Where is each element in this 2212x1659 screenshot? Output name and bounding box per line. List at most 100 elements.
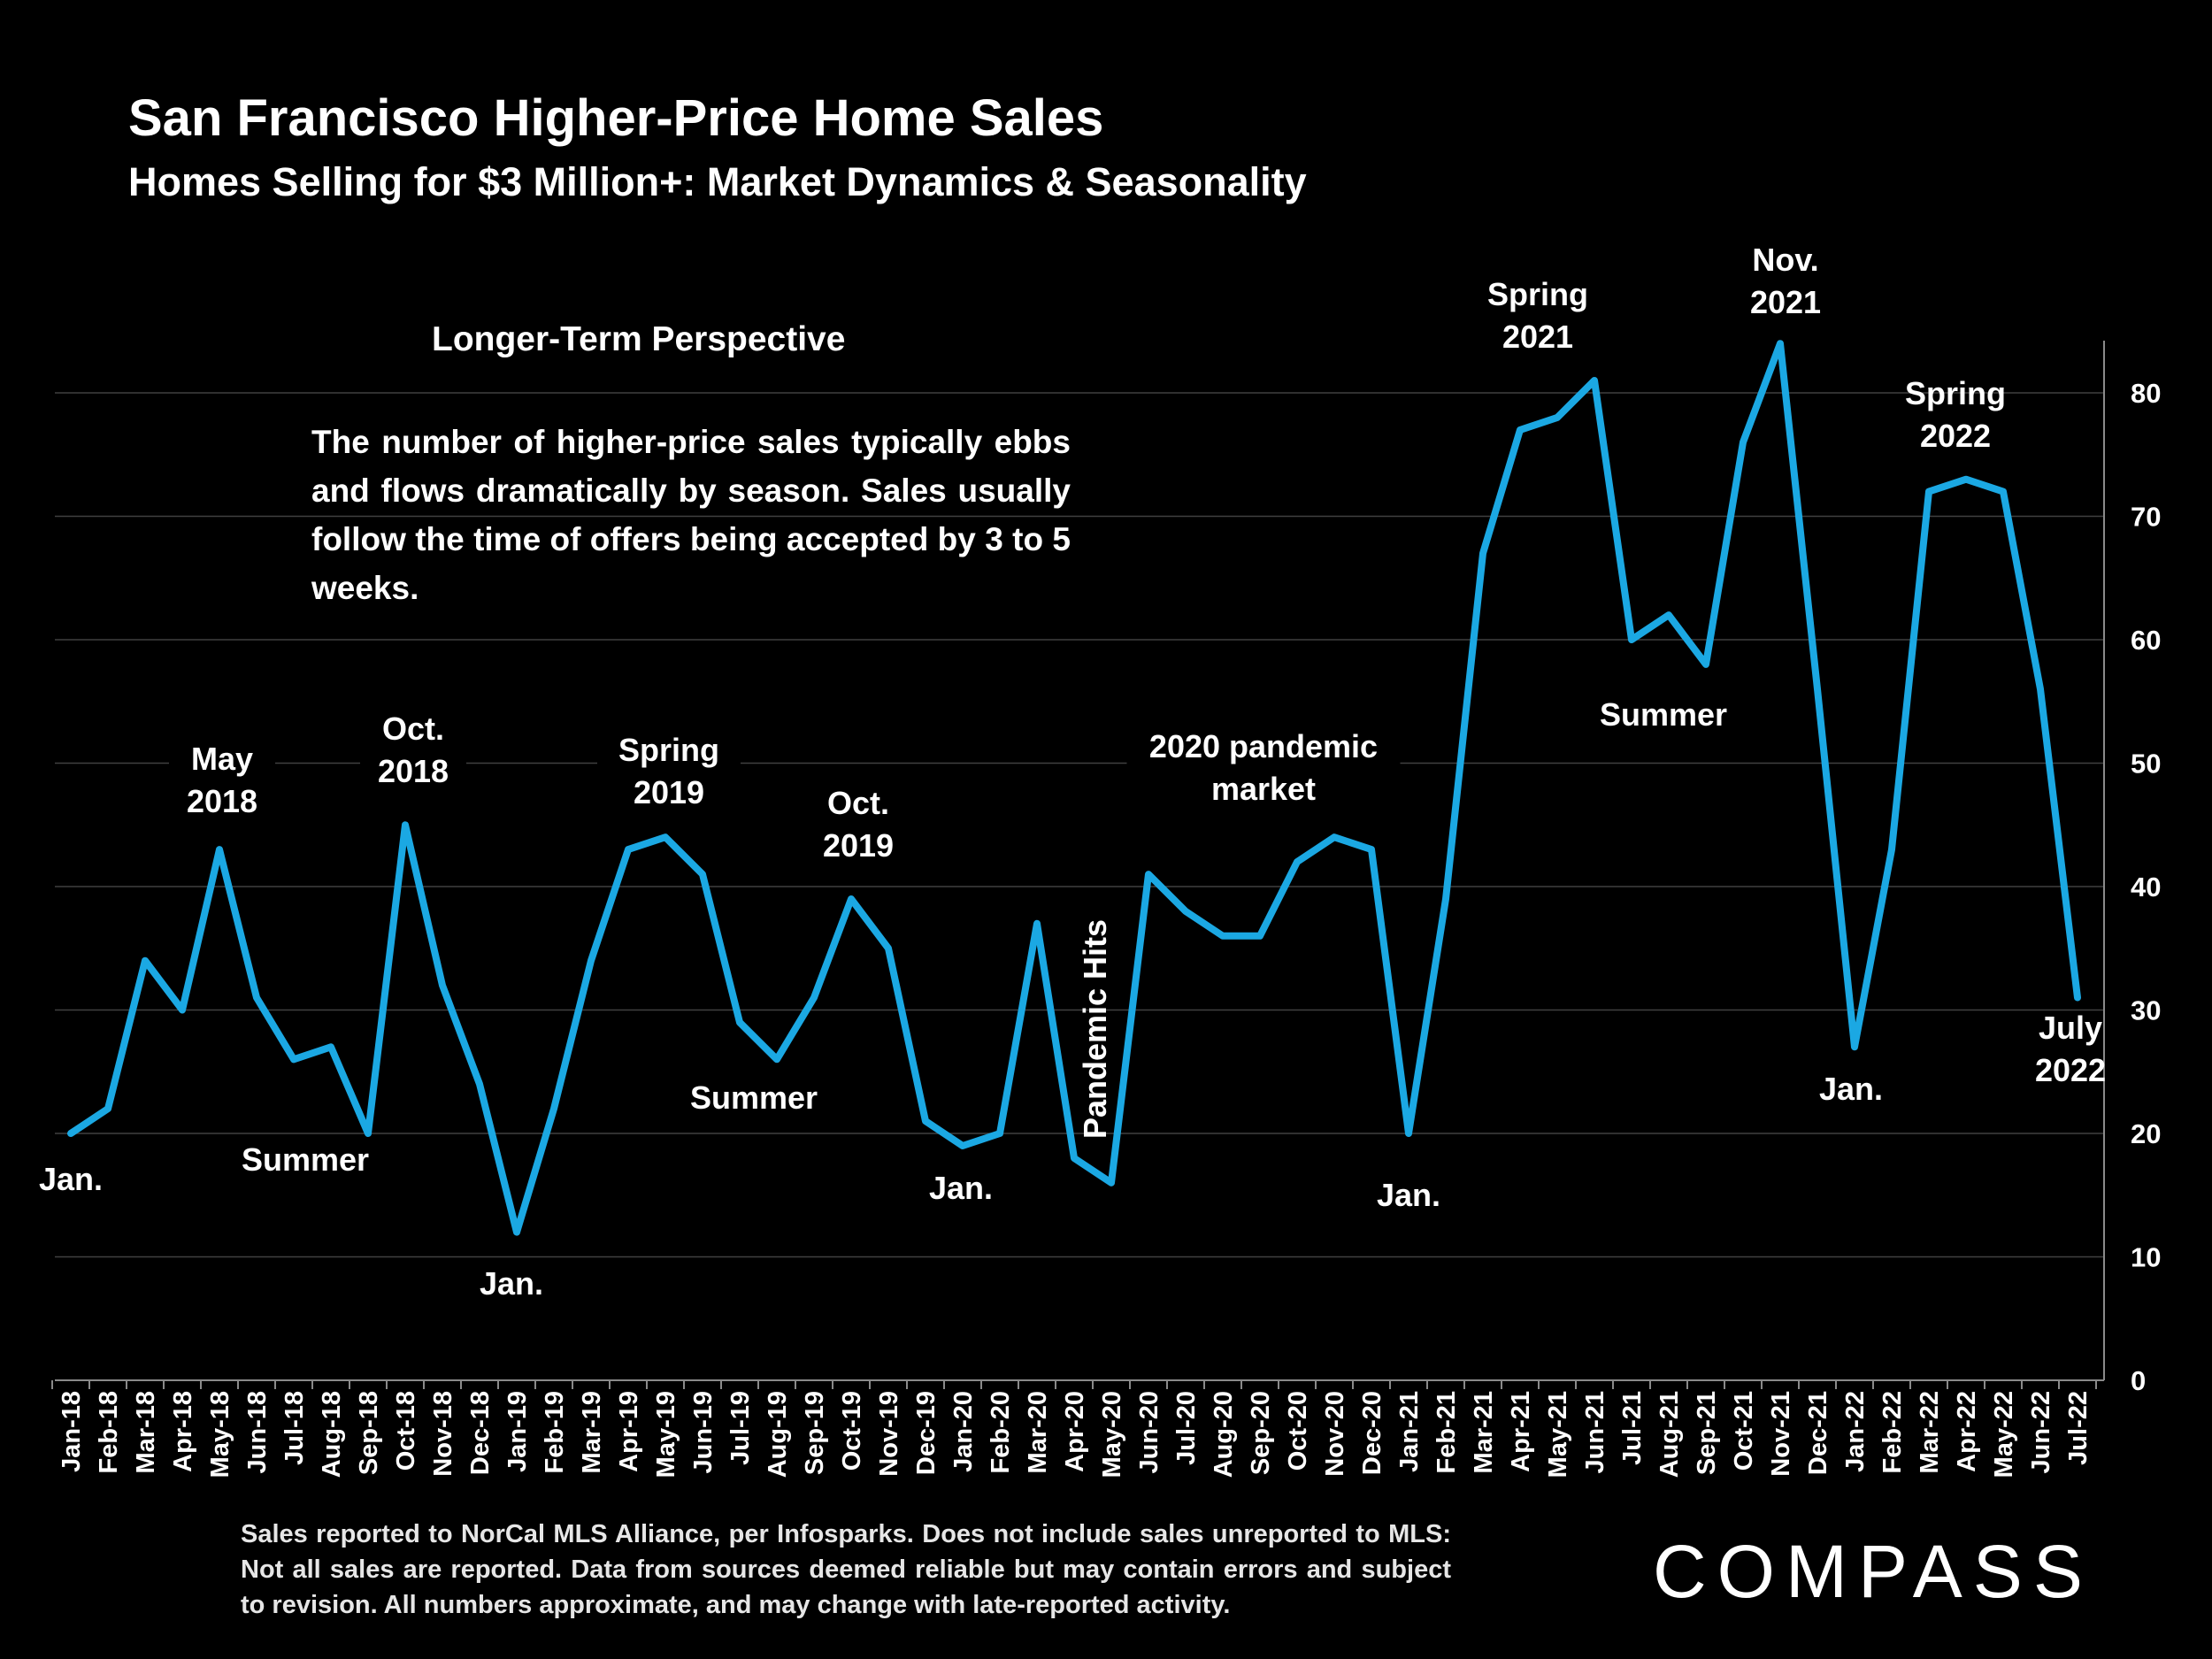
annotation-label: Summer bbox=[242, 1141, 369, 1178]
x-tick-label: May-18 bbox=[206, 1391, 234, 1478]
y-tick-label: 20 bbox=[2131, 1118, 2161, 1149]
y-tick-label: 30 bbox=[2131, 995, 2161, 1026]
annotation-label: 2019 bbox=[823, 827, 894, 864]
compass-logo: COMPASS bbox=[1653, 1530, 2093, 1613]
x-tick-label: Oct-20 bbox=[1284, 1391, 1312, 1471]
x-tick-label: Nov-21 bbox=[1767, 1391, 1795, 1477]
annotation-jan-2021: Jan. bbox=[1377, 1177, 1440, 1213]
annotation-nov-2021: Nov. 2021 bbox=[1750, 242, 1821, 320]
x-tick-label: Feb-18 bbox=[95, 1391, 123, 1473]
annotation-label: Nov. bbox=[1752, 242, 1818, 278]
annotation-summer-2019: Summer bbox=[690, 1079, 818, 1116]
x-tick-label: Jun-19 bbox=[689, 1391, 718, 1473]
series-line bbox=[67, 340, 2081, 1236]
x-tick-label: Apr-20 bbox=[1061, 1391, 1089, 1472]
x-tick-label: Jul-21 bbox=[1618, 1391, 1647, 1465]
x-tick-label: Apr-22 bbox=[1953, 1391, 1981, 1472]
annotation-label: 2019 bbox=[634, 774, 704, 810]
annotation-oct-2019: Oct. 2019 bbox=[823, 785, 894, 864]
x-tick-label: Apr-21 bbox=[1507, 1391, 1535, 1472]
y-tick-label: 0 bbox=[2131, 1365, 2146, 1396]
x-tick-label: Aug-18 bbox=[318, 1391, 346, 1478]
x-tick-label: Jul-19 bbox=[726, 1391, 755, 1465]
x-tick-label: Jan-19 bbox=[503, 1391, 532, 1472]
annotation-pandemic-market: 2020 pandemic market bbox=[1126, 724, 1401, 818]
annotation-label: Spring bbox=[618, 732, 719, 768]
x-tick-label: Nov-19 bbox=[875, 1391, 903, 1477]
x-tick-label: Jun-22 bbox=[2027, 1391, 2055, 1473]
x-tick-label: Dec-18 bbox=[466, 1391, 495, 1475]
annotation-jan-2022: Jan. bbox=[1819, 1071, 1883, 1107]
annotations: Jan.May2018SummerOct.2018Jan.Spring2019S… bbox=[39, 242, 2106, 1302]
y-tick-label: 70 bbox=[2131, 502, 2161, 533]
annotation-label: Summer bbox=[1600, 696, 1727, 733]
x-tick-label: Mar-20 bbox=[1024, 1391, 1052, 1474]
source-footnote: Sales reported to NorCal MLS Alliance, p… bbox=[241, 1520, 1451, 1619]
annotation-summer-2021: Summer bbox=[1600, 696, 1727, 733]
perspective-body: The number of higher-price sales typical… bbox=[311, 424, 1071, 606]
annotation-july-2022: July 2022 bbox=[2035, 1010, 2106, 1088]
chart-title: San Francisco Higher-Price Home Sales bbox=[128, 89, 1104, 147]
annotation-label: 2021 bbox=[1750, 284, 1821, 320]
y-tick-label: 50 bbox=[2131, 749, 2161, 780]
annotation-label: Oct. bbox=[827, 785, 889, 821]
x-tick-label: Jan-18 bbox=[58, 1391, 86, 1472]
x-tick-label: Feb-21 bbox=[1432, 1391, 1461, 1473]
y-tick-label: 10 bbox=[2131, 1242, 2161, 1273]
x-tick-label: Jan-22 bbox=[1841, 1391, 1870, 1472]
x-tick-label: Aug-21 bbox=[1655, 1391, 1684, 1478]
x-tick-label: Jul-20 bbox=[1172, 1391, 1201, 1465]
annotation-may-2018: May 2018 bbox=[169, 736, 275, 830]
x-tick-label: Jun-20 bbox=[1135, 1391, 1164, 1473]
series bbox=[67, 340, 2081, 1236]
annotation-backdrop bbox=[169, 736, 275, 830]
x-tick-label: Nov-20 bbox=[1321, 1391, 1349, 1477]
x-tick-label: Sep-19 bbox=[801, 1391, 829, 1475]
x-tick-label: Apr-19 bbox=[615, 1391, 643, 1472]
x-tick-label: Jun-21 bbox=[1581, 1391, 1609, 1473]
annotation-pandemic-hits: Pandemic Hits bbox=[1077, 919, 1113, 1139]
x-tick-label: May-22 bbox=[1990, 1391, 2018, 1478]
x-tick-label: Sep-20 bbox=[1247, 1391, 1275, 1475]
annotation-label: 2018 bbox=[187, 783, 257, 819]
annotation-label: 2018 bbox=[378, 753, 449, 789]
annotation-label: Pandemic Hits bbox=[1077, 919, 1113, 1139]
axes: 0 10 20 30 40 50 60 70 80 Jan-18 Feb-18 Mar-18 Apr-1… bbox=[51, 341, 2161, 1478]
x-tick-label: Dec-19 bbox=[912, 1391, 941, 1475]
annotation-label: Jan. bbox=[929, 1170, 993, 1206]
annotation-label: July bbox=[2039, 1010, 2102, 1046]
annotation-label: 2022 bbox=[2035, 1052, 2106, 1088]
annotation-jan-2020: Jan. bbox=[929, 1170, 993, 1206]
x-tick-label: May-21 bbox=[1544, 1391, 1572, 1478]
annotation-label: Jan. bbox=[1377, 1177, 1440, 1213]
annotation-label: Spring bbox=[1487, 276, 1588, 312]
annotation-label: market bbox=[1211, 771, 1316, 807]
x-tick-label: May-20 bbox=[1098, 1391, 1126, 1478]
annotation-spring-2022: Spring 2022 bbox=[1905, 375, 2006, 454]
perspective-heading: Longer-Term Perspective bbox=[432, 320, 846, 358]
x-tick-label: Oct-18 bbox=[392, 1391, 420, 1471]
x-tick-label: Oct-19 bbox=[838, 1391, 866, 1471]
x-tick-label: Mar-21 bbox=[1470, 1391, 1498, 1474]
x-tick-label: Nov-18 bbox=[429, 1391, 457, 1477]
y-tick-label: 60 bbox=[2131, 625, 2161, 656]
annotation-label: Summer bbox=[690, 1079, 818, 1116]
x-tick-label: Feb-20 bbox=[987, 1391, 1015, 1473]
x-tick-label: Jan-21 bbox=[1395, 1391, 1424, 1472]
annotation-spring-2019: Spring 2019 bbox=[597, 727, 741, 821]
annotation-jan-2018: Jan. bbox=[39, 1161, 103, 1197]
annotation-label: 2020 pandemic bbox=[1149, 728, 1378, 764]
annotation-backdrop bbox=[597, 727, 741, 821]
y-tick-label: 80 bbox=[2131, 378, 2161, 409]
annotation-backdrop bbox=[1126, 724, 1401, 818]
x-tick-label: Mar-22 bbox=[1916, 1391, 1944, 1474]
x-tick-label: Jul-18 bbox=[280, 1391, 309, 1465]
annotation-label: 2021 bbox=[1502, 319, 1573, 355]
annotation-label: Spring bbox=[1905, 375, 2006, 411]
x-tick-label: Feb-22 bbox=[1878, 1391, 1907, 1473]
x-tick-label: Feb-19 bbox=[541, 1391, 569, 1473]
annotation-label: Jan. bbox=[1819, 1071, 1883, 1107]
annotation-oct-2018: Oct. 2018 bbox=[360, 706, 466, 800]
annotation-label: Oct. bbox=[382, 710, 444, 747]
